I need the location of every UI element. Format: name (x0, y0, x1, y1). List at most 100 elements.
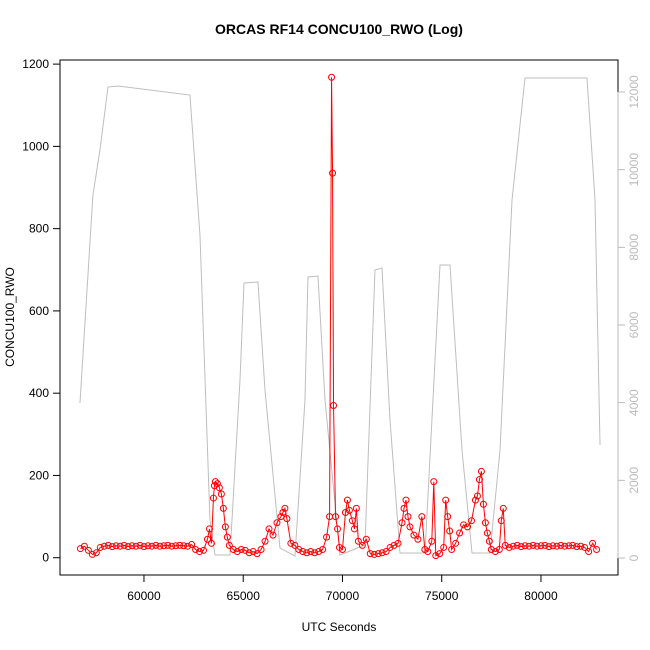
y-tick-label: 1200 (22, 57, 49, 71)
data-point (207, 539, 215, 547)
data-point (436, 550, 444, 558)
data-point (249, 548, 257, 556)
data-point (452, 539, 460, 547)
data-point (328, 73, 336, 81)
data-point (100, 542, 108, 550)
data-point (495, 545, 503, 553)
data-point (273, 519, 281, 527)
data-point (307, 548, 315, 556)
data-point (499, 504, 507, 512)
x-tick-label: 70000 (326, 589, 360, 603)
data-point (124, 543, 132, 551)
data-point (410, 531, 418, 539)
data-point (487, 545, 495, 553)
data-point (345, 506, 353, 514)
data-point (203, 535, 211, 543)
data-point (168, 542, 176, 550)
data-point (217, 490, 225, 498)
data-point (483, 529, 491, 537)
y-tick-label: 0 (42, 551, 49, 565)
data-point (509, 542, 517, 550)
data-point (517, 543, 525, 551)
data-point (279, 508, 287, 516)
data-point (180, 542, 188, 550)
data-point (406, 523, 414, 531)
data-point (136, 541, 144, 549)
data-point (525, 542, 533, 550)
data-point (213, 480, 221, 488)
data-point (219, 504, 227, 512)
data-point (315, 548, 323, 556)
data-point (112, 542, 120, 550)
data-point (348, 517, 356, 525)
data-point (378, 549, 386, 557)
y-tick-label: 1000 (22, 139, 49, 153)
data-point (553, 542, 561, 550)
data-point (577, 542, 585, 550)
data-point (334, 525, 342, 533)
data-point (430, 478, 438, 486)
data-point (116, 542, 124, 550)
data-point (96, 543, 104, 551)
data-point (442, 496, 450, 504)
y2-tick-label: 8000 (627, 234, 641, 261)
data-point (444, 513, 452, 521)
data-point (299, 548, 307, 556)
data-point (545, 543, 553, 551)
y2-tick-label: 6000 (627, 311, 641, 338)
data-point (341, 508, 349, 516)
data-point (402, 496, 410, 504)
data-point (589, 539, 597, 547)
data-point (229, 545, 237, 553)
data-point (354, 537, 362, 545)
data-point (414, 535, 422, 543)
data-point (225, 541, 233, 549)
data-point (148, 542, 156, 550)
y2-tick-label: 12000 (627, 75, 641, 109)
x-tick-label: 60000 (127, 589, 161, 603)
data-point (319, 545, 327, 553)
data-point (464, 523, 472, 531)
series-line (79, 77, 601, 557)
data-point (366, 550, 374, 558)
data-point (456, 529, 464, 537)
data-point (287, 539, 295, 547)
data-point (561, 542, 569, 550)
data-point (104, 541, 112, 549)
data-point (541, 541, 549, 549)
series-line (80, 77, 597, 557)
data-point (332, 513, 340, 521)
data-point (164, 541, 172, 549)
data-point (84, 546, 92, 554)
data-point (374, 550, 382, 558)
data-point (291, 541, 299, 549)
data-point (468, 517, 476, 525)
data-point (277, 513, 285, 521)
data-point (188, 541, 196, 549)
data-point (295, 545, 303, 553)
data-point (192, 545, 200, 553)
data-point (400, 504, 408, 512)
data-point (237, 545, 245, 553)
data-point (565, 542, 573, 550)
data-point (481, 519, 489, 527)
data-point (265, 525, 273, 533)
data-point (184, 542, 192, 550)
data-point (352, 504, 360, 512)
data-point (245, 549, 253, 557)
x-tick-label: 75000 (425, 589, 459, 603)
data-point (358, 541, 366, 549)
data-point (362, 535, 370, 543)
data-point (557, 541, 565, 549)
data-point (200, 546, 208, 554)
data-point (432, 552, 440, 560)
data-point (172, 542, 180, 550)
data-point (569, 541, 577, 549)
data-point (485, 537, 493, 545)
data-point (537, 542, 545, 550)
data-point (144, 542, 152, 550)
y-tick-label: 600 (29, 304, 49, 318)
data-point (128, 542, 136, 550)
data-point (394, 539, 402, 547)
data-point (253, 550, 261, 558)
